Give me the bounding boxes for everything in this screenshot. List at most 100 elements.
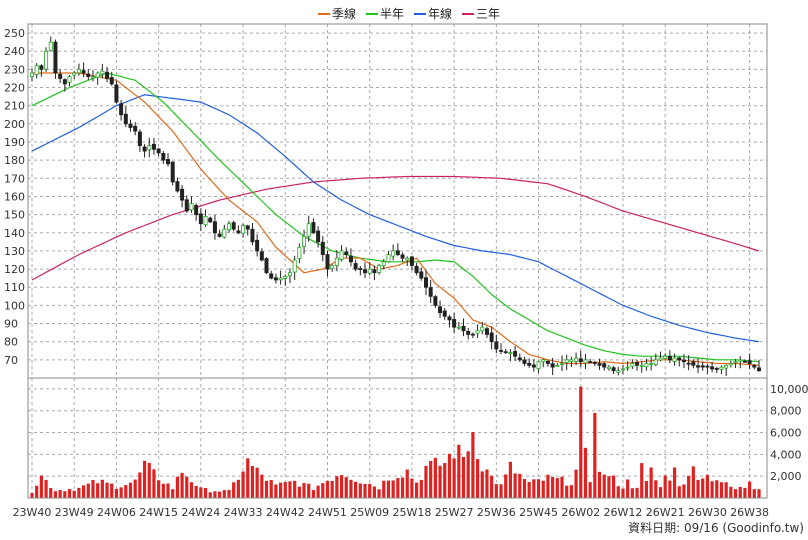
price-tick-label: 180	[4, 154, 25, 167]
candle-body	[531, 364, 536, 368]
volume-bar	[461, 457, 466, 498]
volume-bar	[142, 460, 147, 498]
volume-tick-label: 2,000	[770, 470, 802, 483]
candle-body	[325, 254, 330, 270]
candle-body	[428, 287, 433, 297]
candle-body	[578, 358, 583, 363]
x-tick-label: 25W36	[477, 506, 516, 519]
candle-body	[541, 359, 546, 363]
volume-bar	[246, 458, 250, 498]
volume-bar	[640, 463, 644, 498]
candle-body	[381, 261, 386, 266]
volume-axis: 2,000 4,000 6,000 8,000 10,000	[770, 383, 808, 483]
volume-bar	[560, 476, 564, 498]
volume-tick-label: 4,000	[770, 448, 802, 461]
volume-bar	[39, 475, 43, 498]
volume-bar	[574, 469, 578, 498]
candle-body	[297, 246, 302, 259]
candle-body	[677, 357, 682, 361]
volume-bar	[705, 474, 710, 498]
candle-body	[667, 355, 672, 361]
price-tick-label: 170	[4, 172, 25, 185]
volume-bar	[335, 476, 339, 498]
volume-bar	[602, 474, 606, 498]
volume-bar	[429, 460, 433, 498]
volume-bar	[400, 477, 405, 498]
candle-body	[105, 71, 110, 79]
candle-body	[489, 332, 494, 343]
candle-body	[644, 363, 649, 368]
candle-body	[76, 68, 81, 74]
candle-body	[405, 257, 410, 261]
volume-bar	[311, 490, 316, 498]
candle-body	[287, 272, 292, 277]
volume-tick-label: 8,000	[770, 405, 802, 418]
candle-body	[217, 233, 222, 237]
candle-body	[100, 70, 105, 75]
price-tick-label: 240	[4, 45, 25, 58]
candle-body	[231, 222, 236, 230]
volume-bar	[518, 473, 522, 498]
candle-body	[255, 239, 260, 252]
candlesticks	[29, 36, 762, 377]
volume-bar	[644, 481, 649, 498]
x-tick-label: 24W51	[308, 506, 347, 519]
candle-body	[114, 84, 119, 103]
volume-bar	[687, 475, 691, 498]
candle-body	[742, 360, 747, 363]
volume-bar	[185, 476, 189, 498]
price-tick-label: 110	[4, 281, 25, 294]
candle-body	[508, 352, 513, 354]
volume-bar	[452, 458, 456, 498]
volume-bar	[396, 478, 400, 498]
x-tick-label: 25W09	[350, 506, 389, 519]
volume-bar	[551, 477, 555, 498]
volume-bar	[696, 479, 700, 498]
volume-bar	[339, 475, 344, 498]
volume-bar	[77, 487, 81, 498]
candle-body	[484, 328, 489, 335]
volume-bar	[405, 469, 409, 498]
candle-body	[133, 125, 138, 132]
volume-bar	[138, 472, 142, 498]
volume-bar	[316, 485, 320, 498]
candle-body	[710, 366, 715, 370]
candle-body	[555, 364, 560, 367]
candle-body	[86, 73, 91, 78]
price-tick-label: 140	[4, 227, 25, 240]
volume-bar	[494, 484, 498, 498]
volume-bar	[447, 453, 452, 498]
volume-bar	[227, 489, 231, 498]
volume-bar	[133, 479, 137, 498]
candle-body	[442, 310, 447, 317]
candle-body	[348, 255, 353, 263]
price-tick-label: 160	[4, 190, 25, 203]
candle-body	[649, 363, 654, 365]
candle-body	[606, 366, 611, 370]
volume-bar	[691, 466, 695, 498]
x-tick-label: 25W45	[519, 506, 558, 519]
candle-body	[208, 217, 213, 223]
candle-body	[283, 275, 288, 279]
candle-body	[672, 357, 677, 362]
candle-body	[696, 365, 701, 368]
candle-body	[166, 159, 171, 165]
candle-body	[391, 250, 396, 257]
candle-body	[681, 359, 686, 363]
candle-body	[499, 350, 504, 352]
candle-body	[522, 359, 527, 364]
volume-bar	[701, 478, 705, 498]
volume-bar	[293, 480, 297, 498]
volume-bar	[391, 480, 395, 498]
volume-bar	[597, 471, 602, 498]
price-tick-label: 150	[4, 209, 25, 222]
volume-tick-label: 6,000	[770, 427, 802, 440]
candle-body	[306, 223, 311, 237]
volume-bar	[588, 482, 592, 498]
volume-bar	[372, 486, 376, 498]
volume-bar	[607, 476, 611, 498]
candle-body	[714, 368, 719, 370]
legend-label-2: 年線	[428, 6, 452, 21]
volume-bar	[58, 490, 62, 498]
